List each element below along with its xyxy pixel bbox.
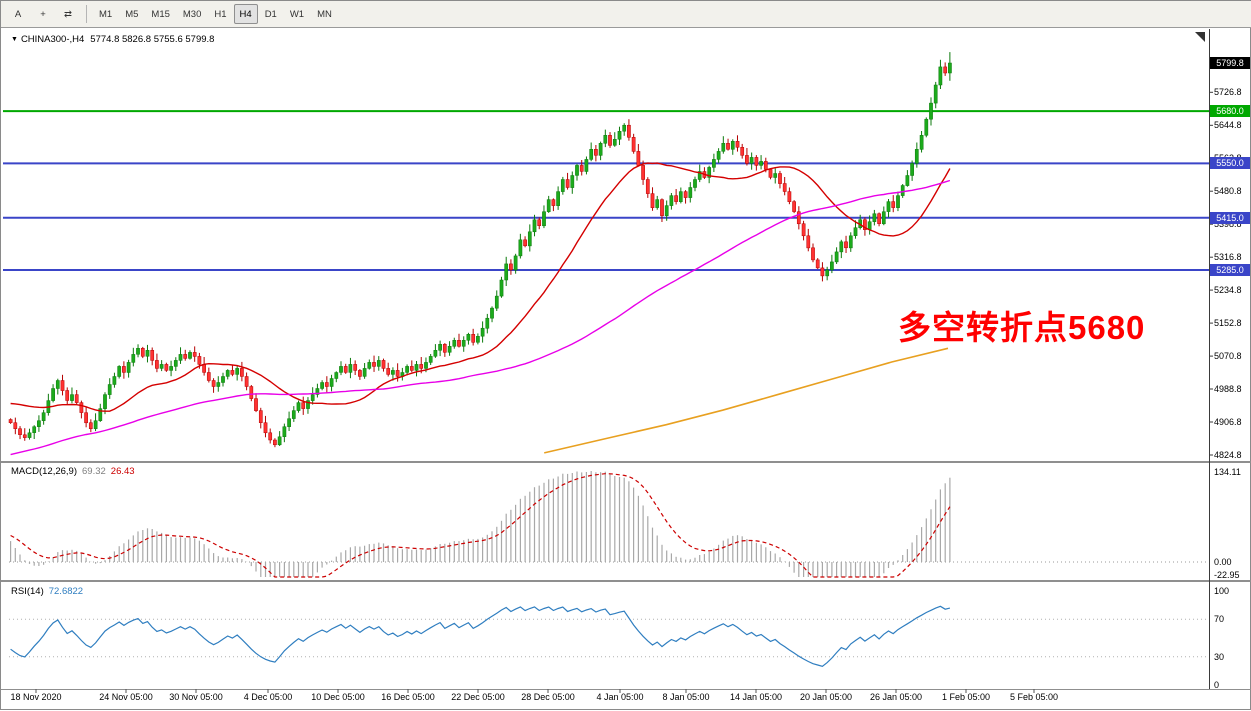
timeframe-button-w1[interactable]: W1 <box>289 8 305 20</box>
pointer-tool[interactable]: A <box>14 8 22 20</box>
crosshair-tool[interactable]: + <box>40 8 46 20</box>
timeframe-button-d1[interactable]: D1 <box>264 8 277 20</box>
timeframe-button-mn[interactable]: MN <box>317 8 332 20</box>
timeframe-button-h4[interactable]: H4 <box>233 4 258 24</box>
timeframe-button-m1[interactable]: M1 <box>99 8 113 20</box>
toolbar-separator <box>86 5 87 23</box>
toolbar: A + ⇄ M1 M5 M15 M30 H1 H4 D1 W1 MN <box>1 1 1251 28</box>
timeframe-button-m30[interactable]: M30 <box>182 8 202 20</box>
chart-canvas[interactable] <box>1 28 1251 711</box>
timeframe-button-h1[interactable]: H1 <box>214 8 227 20</box>
chart-shift-icon <box>1195 32 1205 42</box>
timeframe-button-m15[interactable]: M15 <box>151 8 170 20</box>
timeframe-button-m5[interactable]: M5 <box>125 8 139 20</box>
shift-arrows-tool[interactable]: ⇄ <box>64 8 72 20</box>
